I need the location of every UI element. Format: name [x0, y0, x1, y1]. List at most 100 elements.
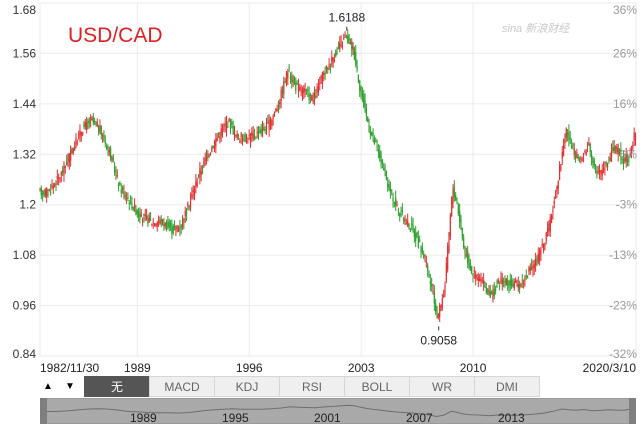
candle-body — [594, 169, 597, 172]
candle-body — [195, 180, 197, 187]
candle-body — [253, 134, 256, 137]
candle-body — [72, 147, 74, 153]
candle-body — [435, 303, 437, 312]
candle-body — [269, 123, 272, 125]
scroll-up-button[interactable]: ▲ — [43, 381, 53, 392]
y-axis-right: 36% 26% 16% 6% -3% -13% -23% -32% — [609, 3, 637, 361]
tab-rsi[interactable]: RSI — [279, 376, 345, 397]
candle-body — [592, 158, 594, 163]
candle-body — [168, 221, 170, 228]
candle-body — [239, 140, 241, 142]
candle-body — [519, 283, 521, 290]
candle-body — [147, 218, 149, 225]
candle-body — [116, 174, 118, 176]
scroll-down-button[interactable]: ▼ — [65, 381, 75, 392]
range-navigator[interactable]: 1989 1995 2001 2007 2013 — [40, 398, 636, 424]
navigator-right-handle[interactable] — [629, 398, 636, 424]
candle-body — [248, 134, 250, 136]
extreme-price-label: 1.6188 — [328, 11, 365, 25]
extreme-price-label: 0.9058 — [420, 333, 457, 347]
tab-wr[interactable]: WR — [409, 376, 475, 397]
indicator-toolbar: ▲ ▼ 无 MACD KDJ RSI BOLL WR DMI — [40, 376, 540, 397]
candle-body — [285, 72, 288, 85]
candle-body — [68, 153, 70, 163]
candle-body — [577, 156, 579, 159]
candle-body — [309, 93, 312, 97]
candle-body — [601, 169, 603, 176]
candle-body — [550, 215, 553, 224]
candle-body — [205, 157, 208, 160]
tab-macd[interactable]: MACD — [149, 376, 215, 397]
candle-body — [115, 172, 117, 174]
candle-body — [451, 196, 453, 217]
candle-body — [392, 197, 394, 202]
tab-boll[interactable]: BOLL — [344, 376, 410, 397]
candle-body — [549, 217, 551, 232]
candle-body — [260, 128, 262, 133]
candle-body — [351, 41, 353, 50]
tab-dmi[interactable]: DMI — [474, 376, 540, 397]
candle-body — [102, 134, 104, 137]
candle-body — [427, 265, 429, 271]
candle-body — [78, 133, 80, 135]
candle-body — [95, 121, 97, 125]
candle-body — [207, 153, 209, 159]
candle-body — [395, 197, 397, 206]
candle-body — [610, 150, 613, 158]
candle-body — [606, 163, 609, 168]
candle-body — [541, 243, 543, 247]
candle-body — [193, 189, 196, 196]
candle-body — [232, 125, 234, 135]
candle-body — [355, 52, 357, 66]
candle-body — [123, 191, 125, 196]
candle-body — [47, 192, 49, 196]
tab-none[interactable]: 无 — [84, 376, 150, 397]
candle-body — [256, 131, 258, 134]
candle-body — [411, 223, 413, 225]
candle-body — [521, 280, 523, 282]
y-tick-right: 16% — [613, 97, 637, 111]
candle-body — [576, 152, 578, 159]
candle-body — [305, 89, 308, 92]
chart-grid — [39, 2, 637, 357]
candle-body — [172, 225, 174, 233]
candle-body — [204, 158, 206, 161]
candle-body — [317, 86, 320, 93]
candle-body — [582, 153, 585, 156]
candle-body — [433, 291, 435, 304]
candle-body — [485, 287, 487, 293]
candle-body — [373, 139, 375, 144]
candle-body — [480, 278, 482, 283]
candle-body — [163, 223, 165, 227]
price-chart[interactable]: 1.68 1.56 1.44 1.32 1.2 1.08 0.96 0.84 36% 26% 16… — [0, 0, 644, 376]
candle-body — [71, 150, 73, 155]
candle-body — [319, 82, 321, 84]
candle-body — [311, 94, 313, 100]
candle-body — [313, 92, 316, 98]
candle-body — [344, 36, 346, 38]
candle-body — [507, 279, 509, 286]
candle-body — [347, 35, 349, 43]
candle-body — [39, 188, 41, 190]
candle-body — [345, 35, 348, 37]
candle-body — [257, 132, 260, 137]
candle-body — [412, 225, 414, 230]
candle-body — [560, 164, 562, 170]
candle-body — [74, 146, 76, 151]
candle-body — [437, 314, 439, 318]
candle-body — [337, 48, 340, 50]
candle-body — [589, 143, 591, 153]
candle-body — [52, 185, 54, 189]
candle-body — [456, 201, 458, 204]
candle-body — [608, 156, 610, 158]
candle-body — [443, 295, 445, 298]
candle-body — [323, 72, 325, 75]
candle-body — [141, 220, 144, 222]
candle-body — [63, 164, 65, 176]
candle-body — [501, 279, 503, 285]
candle-body — [578, 161, 581, 163]
tab-kdj[interactable]: KDJ — [214, 376, 280, 397]
candle-body — [137, 211, 140, 218]
candle-body — [625, 154, 627, 163]
navigator-left-handle[interactable] — [40, 398, 47, 424]
